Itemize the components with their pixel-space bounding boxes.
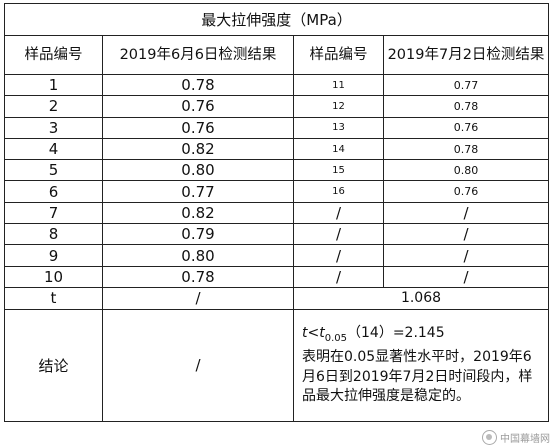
sample-id-july: 11	[293, 73, 384, 97]
table-row: 1 0.78 11 0.77	[4, 73, 550, 97]
result-june: 0.82	[102, 137, 294, 161]
sample-id-july: 12	[293, 95, 384, 118]
sample-id-july: 15	[293, 159, 384, 182]
watermark-text: 中国幕墙网	[500, 434, 550, 445]
t-label: t	[4, 286, 103, 310]
header-sample-id-2: 样品编号	[293, 35, 384, 75]
table-row: 5 0.80 15 0.80	[4, 159, 550, 182]
sample-id-july: 13	[293, 116, 384, 139]
sample-id-july: /	[293, 244, 384, 267]
table-row: 4 0.82 14 0.78	[4, 137, 550, 161]
table-title: 最大拉伸强度（MPa）	[3, 3, 550, 36]
result-july: /	[382, 223, 550, 246]
sample-id-june: 3	[4, 116, 103, 139]
conclusion-text: 表明在0.05显著性水平时，2019年6月6日到2019年7月2日时间段内，样品…	[302, 349, 533, 405]
result-july: /	[382, 201, 550, 225]
table-row: 8 0.79//	[4, 223, 550, 246]
watermark: 中国幕墙网	[482, 430, 550, 445]
header-sample-id-1: 样品编号	[4, 35, 103, 75]
result-june: 0.78	[102, 73, 294, 97]
tensile-strength-table: 最大拉伸强度（MPa） 样品编号 2019年6月6日检测结果 样品编号 2019…	[3, 3, 550, 422]
sample-id-july: /	[293, 223, 384, 246]
table-body: 1 0.78 11 0.77 2 0.76 12 0.78 3 0.76 13 0.76 4 0.82 14…	[4, 73, 550, 288]
sample-id-june: 4	[4, 137, 103, 161]
sample-id-june: 5	[4, 159, 103, 182]
table-row: 3 0.76 13 0.76	[4, 116, 550, 139]
conclusion-col2: /	[102, 308, 294, 422]
sample-id-june: 7	[4, 201, 103, 225]
header-result-june: 2019年6月6日检测结果	[102, 35, 294, 75]
result-june: 0.80	[102, 244, 294, 267]
result-july: /	[382, 244, 550, 267]
result-july: 0.76	[382, 180, 550, 203]
sample-id-july: /	[293, 265, 384, 288]
sample-id-july: 14	[293, 137, 384, 161]
table-row: 10 0.78//	[4, 265, 550, 288]
result-june: 0.82	[102, 201, 294, 225]
t-col2: /	[102, 286, 294, 310]
sample-id-july: /	[293, 201, 384, 225]
sample-id-june: 9	[4, 244, 103, 267]
t-value: 1.068	[292, 286, 550, 310]
result-july: /	[382, 265, 550, 288]
result-june: 0.77	[102, 180, 294, 203]
result-july: 0.78	[382, 95, 550, 118]
result-july: 0.76	[382, 116, 550, 139]
conclusion-formula: t<t0.05（14）=2.145	[302, 325, 445, 344]
sample-id-june: 10	[4, 265, 103, 288]
result-june: 0.76	[102, 116, 294, 139]
conclusion-label: 结论	[4, 308, 103, 422]
table-row: 2 0.76 12 0.78	[4, 95, 550, 118]
sample-id-july: 16	[293, 180, 384, 203]
result-june: 0.76	[102, 95, 294, 118]
sample-id-june: 2	[4, 95, 103, 118]
table-row: 7 0.82//	[4, 201, 550, 225]
result-june: 0.79	[102, 223, 294, 246]
result-june: 0.78	[102, 265, 294, 288]
wechat-badge-icon	[482, 430, 497, 445]
table-row: 9 0.80//	[4, 244, 550, 267]
conclusion-text-cell: t<t0.05（14）=2.145 表明在0.05显著性水平时，2019年6月6…	[292, 308, 550, 422]
sample-id-june: 6	[4, 180, 103, 203]
table-row: 6 0.77 16 0.76	[4, 180, 550, 203]
header-result-july: 2019年7月2日检测结果	[382, 35, 550, 75]
result-july: 0.77	[382, 73, 550, 97]
result-june: 0.80	[102, 159, 294, 182]
result-july: 0.80	[382, 159, 550, 182]
sample-id-june: 8	[4, 223, 103, 246]
sample-id-june: 1	[4, 73, 103, 97]
result-july: 0.78	[382, 137, 550, 161]
